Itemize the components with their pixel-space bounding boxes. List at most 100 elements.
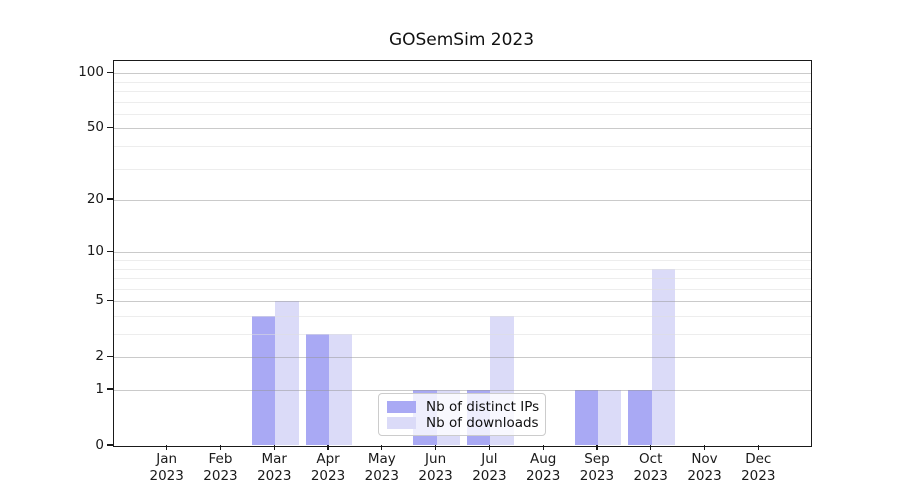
x-tick-label-mar: Mar 2023 — [244, 451, 304, 484]
gridline-minor — [114, 81, 811, 83]
gridline-minor — [114, 168, 811, 170]
y-tick-label: 50 — [86, 119, 104, 136]
x-tick-label-jul: Jul 2023 — [459, 451, 519, 484]
gridline-minor — [114, 146, 811, 148]
gridline-minor — [114, 268, 811, 270]
month-label: Apr — [316, 451, 340, 467]
gridline-minor — [114, 288, 811, 290]
gridline-major — [114, 357, 811, 359]
x-tick-mark — [435, 444, 437, 450]
gridline-major — [114, 200, 811, 202]
month-label: May — [367, 451, 396, 467]
bar-distinct-ips-mar — [251, 315, 276, 446]
y-tick-label: 10 — [86, 243, 104, 260]
gridline-major — [114, 301, 811, 303]
x-tick-label-jan: Jan 2023 — [137, 451, 197, 484]
gridline-minor — [114, 260, 811, 261]
x-tick-mark — [703, 444, 706, 450]
bar-distinct-ips-apr — [305, 334, 330, 446]
month-label: Jul — [481, 451, 498, 467]
month-label: Jun — [425, 451, 447, 467]
y-tick-label: 1 — [95, 381, 104, 397]
x-tick-mark — [757, 444, 759, 450]
x-tick-label-aug: Aug 2023 — [513, 451, 573, 484]
year-label: 2023 — [687, 467, 722, 484]
month-label: Mar — [261, 451, 287, 467]
year-label: 2023 — [418, 467, 453, 484]
gridline-minor — [114, 91, 811, 93]
month-label: Jan — [156, 451, 178, 467]
year-label: 2023 — [741, 467, 776, 484]
gridline-major — [114, 73, 811, 75]
y-tick-mark — [107, 126, 113, 128]
x-tick-mark — [381, 444, 383, 450]
y-tick-label: 5 — [95, 292, 104, 309]
y-tick-mark — [107, 299, 113, 301]
legend-swatch-distinct-ips — [387, 401, 416, 413]
gridline-minor — [114, 278, 811, 280]
bar-downloads-apr — [329, 334, 353, 446]
legend-label-downloads: Nb of downloads — [426, 415, 539, 431]
gridline-major — [114, 252, 811, 254]
year-label: 2023 — [203, 467, 238, 484]
y-tick-mark — [107, 250, 113, 252]
y-tick-label: 20 — [86, 191, 104, 208]
year-label: 2023 — [149, 467, 184, 484]
bar-downloads-oct — [651, 268, 676, 446]
legend-label-distinct-ips: Nb of distinct IPs — [426, 399, 540, 415]
gridlines-layer — [114, 61, 811, 446]
x-tick-mark — [219, 444, 222, 450]
month-label: Oct — [639, 451, 663, 467]
month-label: Dec — [745, 451, 772, 467]
x-tick-mark — [273, 444, 275, 450]
y-tick-label: 0 — [95, 437, 104, 453]
gridline-major — [114, 128, 811, 130]
x-tick-mark — [166, 444, 168, 450]
month-label: Sep — [584, 451, 610, 467]
year-label: 2023 — [310, 467, 346, 484]
x-tick-label-feb: Feb 2023 — [190, 451, 250, 484]
y-tick-mark — [107, 355, 113, 357]
gridline-minor — [114, 315, 811, 317]
x-tick-label-oct: Oct 2023 — [621, 451, 681, 484]
x-tick-label-dec: Dec 2023 — [728, 451, 788, 484]
month-label: Aug — [529, 451, 557, 467]
month-label: Feb — [208, 451, 233, 467]
y-tick-mark — [107, 444, 113, 446]
year-label: 2023 — [525, 467, 561, 484]
year-label: 2023 — [472, 467, 507, 484]
year-label: 2023 — [579, 467, 615, 484]
bar-downloads-mar — [275, 301, 299, 446]
x-tick-label-may: May 2023 — [352, 451, 412, 484]
y-tick-label: 100 — [78, 64, 104, 81]
year-label: 2023 — [257, 467, 292, 484]
bar-distinct-ips-sep — [574, 390, 598, 446]
year-label: 2023 — [364, 467, 399, 484]
legend: Nb of distinct IPs Nb of downloads — [378, 393, 546, 436]
year-label: 2023 — [633, 467, 668, 484]
y-tick-mark — [107, 71, 113, 73]
legend-entry-downloads: Nb of downloads — [387, 415, 539, 431]
x-tick-label-nov: Nov 2023 — [675, 451, 735, 484]
x-tick-mark — [542, 444, 544, 450]
legend-entry-distinct-ips: Nb of distinct IPs — [387, 399, 540, 415]
gridline-major — [114, 390, 811, 391]
y-tick-label: 2 — [95, 348, 104, 365]
plot-area — [113, 60, 812, 447]
y-tick-mark — [107, 198, 113, 200]
x-tick-mark — [327, 444, 329, 450]
x-tick-label-sep: Sep 2023 — [567, 451, 627, 484]
gridline-minor — [114, 334, 811, 336]
bar-downloads-sep — [597, 390, 622, 446]
x-tick-mark — [488, 444, 490, 450]
gridline-minor — [114, 101, 811, 103]
x-tick-mark — [650, 444, 652, 450]
chart-title: GOSemSim 2023 — [388, 30, 535, 50]
month-label: Nov — [691, 451, 718, 467]
x-tick-label-jun: Jun 2023 — [406, 451, 466, 484]
legend-swatch-downloads — [387, 417, 416, 429]
gridline-minor — [114, 113, 811, 115]
y-tick-mark — [107, 388, 113, 390]
x-tick-mark — [596, 444, 598, 450]
